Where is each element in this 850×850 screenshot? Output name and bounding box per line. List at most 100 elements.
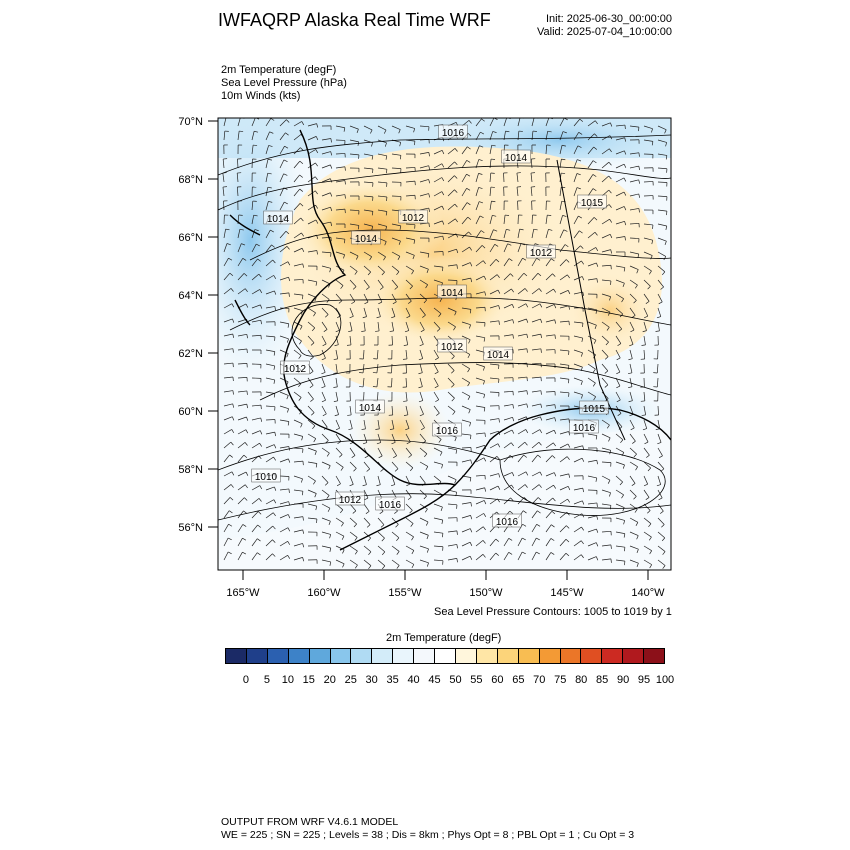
svg-text:1014: 1014 [487,350,510,361]
colorbar-swatch [309,649,331,663]
colorbar-label: 25 [344,674,357,686]
lat-label: 64°N [178,290,203,302]
colorbar [225,648,665,664]
init-time: Init: 2025-06-30_00:00:00 [546,13,672,25]
pressure-label: 1014 [437,284,467,299]
colorbar-label: 55 [470,674,483,686]
svg-text:1016: 1016 [496,517,519,528]
valid-time: Valid: 2025-07-04_10:00:00 [537,26,672,38]
latitude-axis: 70°N 68°N 66°N 64°N 62°N 60°N 58°N 56°N [178,116,218,534]
border-line [556,159,626,441]
field-label-pressure: Sea Level Pressure (hPa) [221,77,347,89]
wind-barbs [222,118,668,570]
colorbar-label: 45 [428,674,441,686]
colorbar-label: 40 [407,674,420,686]
colorbar-label: 0 [242,674,249,686]
svg-text:1012: 1012 [284,364,307,375]
svg-text:1012: 1012 [402,213,425,224]
pressure-contours [218,134,671,521]
lat-label: 70°N [178,116,203,128]
colorbar-swatch [288,649,310,663]
lat-label: 60°N [178,406,203,418]
svg-text:1015: 1015 [583,404,606,415]
pressure-label-layer: 1016 1014 1015 1014 1012 1014 1012 1014 1012 1014… [251,124,609,528]
colorbar-label: 90 [616,674,630,686]
colorbar-label: 20 [323,674,336,686]
colorbar-swatch [414,649,436,663]
svg-text:1014: 1014 [359,403,382,414]
colorbar-label: 95 [637,674,651,686]
colorbar-swatch [435,649,456,663]
colorbar-swatch [246,649,268,663]
colorbar-swatch [226,649,247,663]
colorbar-swatch [372,649,394,663]
pressure-label: 1012 [280,360,310,375]
svg-text:1012: 1012 [339,495,362,506]
svg-text:1014: 1014 [441,288,464,299]
pressure-label: 1014 [351,230,381,245]
colorbar-swatch [518,649,540,663]
colorbar-swatch [330,649,352,663]
pressure-label: 1016 [569,419,599,434]
lon-label: 145°W [550,587,584,599]
pressure-label: 1015 [577,194,607,209]
colorbar-label: 60 [491,674,504,686]
svg-text:1012: 1012 [441,342,464,353]
colorbar-label: 50 [449,674,462,686]
lat-label: 62°N [178,348,203,360]
pressure-label: 1014 [355,399,385,414]
colorbar-swatch [393,649,415,663]
svg-text:1016: 1016 [442,128,465,139]
colorbar-swatch [267,649,289,663]
colorbar-label: 65 [512,674,525,686]
lat-label: 56°N [178,522,203,534]
map-title: IWFAQRP Alaska Real Time WRF [218,10,491,30]
colorbar-swatch [497,649,519,663]
colorbar-label: 5 [263,674,270,686]
colorbar-label: 10 [281,674,294,686]
pressure-label: 1015 [579,400,609,415]
colorbar-label: 30 [365,674,378,686]
svg-text:1014: 1014 [355,234,378,245]
svg-text:1016: 1016 [436,426,459,437]
colorbar-swatch [644,649,665,663]
longitude-axis: 165°W 160°W 155°W 150°W 145°W 140°W [226,570,665,599]
colorbar-swatch [351,649,373,663]
colorbar-label: 85 [596,674,609,686]
lat-label: 66°N [178,232,203,244]
colorbar-label: 70 [533,674,546,686]
model-info: OUTPUT FROM WRF V4.6.1 MODEL [221,816,399,828]
colorbar-label: 15 [302,674,315,686]
svg-text:1014: 1014 [505,153,528,164]
lat-label: 58°N [178,464,203,476]
pressure-label: 1014 [263,210,293,225]
pressure-label: 1016 [438,124,468,139]
model-settings: WE = 225 ; SN = 225 ; Levels = 38 ; Dis … [221,829,635,841]
colorbar-label: 80 [575,674,588,686]
pressure-label: 1012 [398,209,428,224]
pressure-label: 1012 [335,491,365,506]
colorbar-swatch [560,649,582,663]
svg-text:1010: 1010 [255,472,278,483]
colorbar-title: 2m Temperature (degF) [386,632,502,644]
colorbar-label: 35 [386,674,399,686]
pressure-label: 1012 [437,338,467,353]
coastline [229,129,671,551]
colorbar-swatch [602,649,624,663]
svg-text:1015: 1015 [581,198,604,209]
pressure-label: 1012 [526,244,556,259]
pressure-label: 1014 [483,346,513,361]
lon-label: 140°W [631,587,665,599]
lat-label: 68°N [178,174,203,186]
colorbar-swatch [476,649,498,663]
colorbar-label: 75 [554,674,567,686]
lon-label: 165°W [226,587,260,599]
svg-text:1016: 1016 [573,423,596,434]
contour-note: Sea Level Pressure Contours: 1005 to 101… [434,606,672,618]
field-label-winds: 10m Winds (kts) [221,90,301,102]
svg-text:1016: 1016 [379,500,402,511]
colorbar-label: 100 [655,674,675,686]
pressure-label: 1016 [375,496,405,511]
pressure-label: 1010 [251,468,281,483]
